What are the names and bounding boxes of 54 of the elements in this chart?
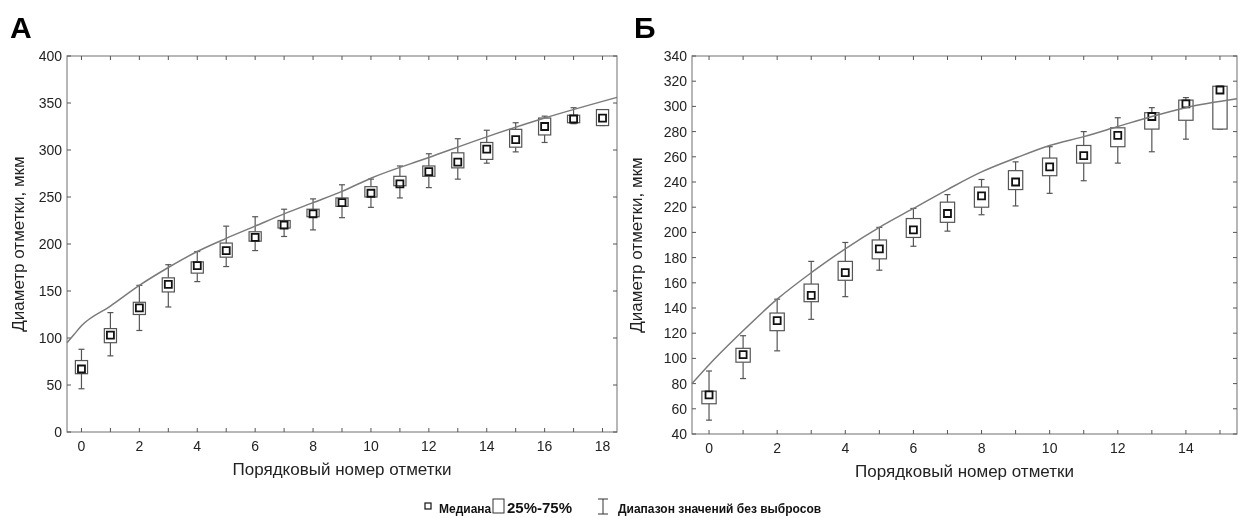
y-tick-label: 320 <box>663 73 688 90</box>
line-series <box>66 96 618 344</box>
x-tick-label: 16 <box>536 438 553 454</box>
y-tick-label: 200 <box>38 236 63 252</box>
x-tick-label: 10 <box>363 438 379 454</box>
line-series <box>691 98 1238 385</box>
y-tick-label: 80 <box>671 375 688 392</box>
y-tick-label: 100 <box>38 330 63 346</box>
y-tick-label: 120 <box>663 325 688 342</box>
x-tick-label: 12 <box>1109 440 1126 456</box>
y-tick-label: 180 <box>663 249 688 266</box>
y-tick-label: 240 <box>663 174 688 190</box>
x-tick-label: 14 <box>478 438 495 454</box>
x-tick-label: 6 <box>909 440 918 456</box>
x-tick-label: 12 <box>421 438 437 454</box>
y-tick-label: 350 <box>38 95 63 111</box>
y-tick-label: 400 <box>38 48 63 64</box>
y-axis-title: Диаметр отметки, мкм <box>627 157 646 333</box>
x-tick-label: 0 <box>705 440 714 456</box>
x-tick-label: 4 <box>841 440 850 456</box>
x-axis-title: Порядковый номер отметки <box>855 462 1074 481</box>
y-tick-label: 40 <box>671 426 688 442</box>
y-tick-label: 140 <box>663 300 688 316</box>
x-tick-label: 2 <box>135 438 144 454</box>
y-tick-label: 150 <box>38 283 63 299</box>
x-tick-label: 14 <box>1178 440 1194 456</box>
x-tick-label: 2 <box>773 440 782 456</box>
x-tick-label: 6 <box>251 438 260 454</box>
y-tick-label: 160 <box>663 274 688 291</box>
text: 25%-75% <box>507 499 573 516</box>
y-tick-label: 300 <box>663 98 688 115</box>
text: Медиана <box>439 502 492 516</box>
text: Диапазон значений без выбросов <box>618 502 822 516</box>
chart-title: А <box>10 11 32 44</box>
x-tick-label: 10 <box>1041 440 1058 456</box>
y-tick-label: 260 <box>663 148 688 165</box>
y-tick-label: 220 <box>663 199 688 216</box>
x-tick-label: 0 <box>77 438 86 454</box>
y-tick-label: 340 <box>663 48 688 64</box>
x-tick-label: 18 <box>594 438 611 454</box>
y-axis-title: Диаметр отметки, мкм <box>9 156 28 332</box>
y-tick-label: 60 <box>671 400 688 417</box>
y-tick-label: 200 <box>663 224 688 241</box>
y-tick-label: 50 <box>46 377 63 393</box>
y-tick-label: 0 <box>54 424 63 440</box>
x-tick-label: 8 <box>309 438 318 454</box>
y-tick-label: 250 <box>38 189 63 205</box>
x-tick-label: 8 <box>977 440 986 456</box>
x-tick-label: 4 <box>193 438 202 454</box>
y-tick-label: 100 <box>663 350 688 367</box>
y-tick-label: 280 <box>663 123 688 140</box>
x-axis-title: Порядковый номер отметки <box>232 460 452 479</box>
y-tick-label: 300 <box>38 142 63 158</box>
chart-title: Б <box>634 11 656 44</box>
